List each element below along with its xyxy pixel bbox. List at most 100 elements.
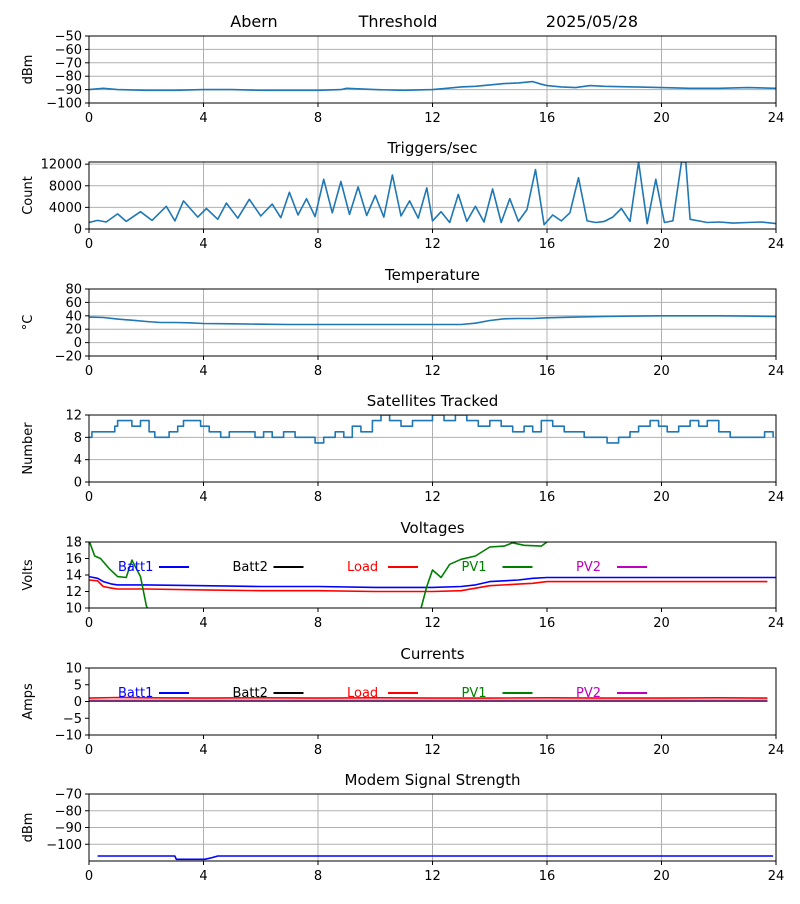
y-tick-label: 0 bbox=[74, 695, 82, 710]
y-tick-label: −60 bbox=[55, 43, 82, 58]
x-tick-label: 0 bbox=[85, 111, 93, 126]
legend-label: Batt2 bbox=[233, 560, 268, 575]
x-tick-label: 12 bbox=[424, 743, 441, 758]
x-tick-label: 12 bbox=[424, 869, 441, 884]
series-lines bbox=[89, 696, 768, 703]
y-axis-label: Count bbox=[21, 176, 36, 215]
y-tick-label: 16 bbox=[65, 552, 82, 567]
panel-title: Satellites Tracked bbox=[367, 392, 498, 410]
y-tick-label: 18 bbox=[65, 536, 82, 551]
x-tick-label: 8 bbox=[314, 111, 322, 126]
y-tick-label: 80 bbox=[65, 283, 82, 298]
series-line-rf bbox=[89, 80, 776, 92]
x-tick-label: 4 bbox=[199, 111, 207, 126]
report-date: 2025/05/28 bbox=[546, 12, 638, 31]
x-tick-label: 16 bbox=[539, 869, 556, 884]
series-lines bbox=[89, 314, 776, 326]
y-tick-label: 8 bbox=[74, 431, 82, 446]
x-tick-label: 0 bbox=[85, 616, 93, 631]
y-tick-label: 60 bbox=[65, 296, 82, 311]
x-tick-label: 24 bbox=[768, 616, 785, 631]
y-tick-label: −50 bbox=[55, 30, 82, 45]
series-lines bbox=[89, 80, 776, 92]
y-tick-label: 8000 bbox=[49, 179, 82, 194]
x-tick-label: 8 bbox=[314, 237, 322, 252]
x-tick-label: 12 bbox=[424, 111, 441, 126]
y-tick-label: −70 bbox=[55, 56, 82, 71]
y-tick-label: −20 bbox=[55, 350, 82, 365]
x-tick-label: 4 bbox=[199, 237, 207, 252]
legend-label: Batt1 bbox=[118, 686, 153, 701]
y-tick-label: 10 bbox=[65, 602, 82, 617]
legend-label: Batt2 bbox=[233, 686, 268, 701]
x-tick-label: 24 bbox=[768, 869, 785, 884]
x-tick-label: 16 bbox=[539, 364, 556, 379]
y-tick-label: 12000 bbox=[41, 158, 82, 173]
x-tick-label: 4 bbox=[199, 364, 207, 379]
y-tick-label: 4 bbox=[74, 453, 82, 468]
y-tick-label: 10 bbox=[65, 662, 82, 677]
y-axis-label: dBm bbox=[21, 813, 36, 843]
panel-title: Triggers/sec bbox=[387, 139, 478, 157]
x-tick-label: 8 bbox=[314, 869, 322, 884]
y-axis-label: Number bbox=[21, 422, 36, 475]
x-tick-label: 0 bbox=[85, 237, 93, 252]
x-tick-label: 8 bbox=[314, 743, 322, 758]
x-tick-label: 4 bbox=[199, 616, 207, 631]
x-tick-label: 4 bbox=[199, 490, 207, 505]
mode-label: Threshold bbox=[358, 12, 438, 31]
series-line-triggers bbox=[89, 162, 776, 226]
x-tick-label: 24 bbox=[768, 490, 785, 505]
triggers-panel: 0 4 8 12 16 20 24 0 4000 8000 12000 Triggers/sec Cou… bbox=[21, 139, 784, 252]
series-line-modem bbox=[97, 855, 774, 861]
x-tick-label: 24 bbox=[768, 364, 785, 379]
x-tick-label: 12 bbox=[424, 237, 441, 252]
x-tick-label: 8 bbox=[314, 490, 322, 505]
y-tick-label: −90 bbox=[55, 83, 82, 98]
series-line-load bbox=[89, 696, 768, 699]
satellites-panel: 0 4 8 12 16 20 24 0 4 8 12 Satellites Tracked Number bbox=[21, 392, 784, 505]
x-tick-label: 0 bbox=[85, 490, 93, 505]
x-tick-label: 12 bbox=[424, 490, 441, 505]
series-line-temperature bbox=[89, 314, 776, 326]
y-tick-label: 12 bbox=[65, 409, 82, 424]
legend-label: Load bbox=[347, 686, 378, 701]
x-tick-label: 20 bbox=[653, 616, 670, 631]
series-lines bbox=[89, 162, 776, 226]
series-lines bbox=[89, 415, 774, 444]
x-tick-label: 24 bbox=[768, 743, 785, 758]
x-tick-label: 0 bbox=[85, 743, 93, 758]
x-tick-label: 12 bbox=[424, 616, 441, 631]
y-tick-label: −70 bbox=[55, 788, 82, 803]
y-tick-label: −80 bbox=[55, 804, 82, 819]
x-tick-label: 20 bbox=[653, 490, 670, 505]
y-tick-label: −5 bbox=[63, 712, 82, 727]
panel-title: Modem Signal Strength bbox=[345, 771, 521, 789]
y-tick-label: −80 bbox=[55, 70, 82, 85]
x-tick-label: 16 bbox=[539, 237, 556, 252]
x-tick-label: 24 bbox=[768, 111, 785, 126]
y-tick-label: 0 bbox=[74, 223, 82, 238]
panel-title: Temperature bbox=[384, 266, 480, 284]
x-tick-label: 20 bbox=[653, 111, 670, 126]
x-tick-label: 0 bbox=[85, 364, 93, 379]
y-tick-label: 0 bbox=[74, 476, 82, 491]
currents-panel: Batt1 Batt2 Load PV1 PV2 0 4 8 12 16 20 24 −10 −5 0 510… bbox=[21, 645, 784, 758]
panel-title: Currents bbox=[400, 645, 464, 663]
x-tick-label: 20 bbox=[653, 743, 670, 758]
y-tick-label: 14 bbox=[65, 569, 82, 584]
x-tick-label: 4 bbox=[199, 869, 207, 884]
y-tick-label: 5 bbox=[74, 678, 82, 693]
legend-label: PV2 bbox=[576, 686, 601, 701]
x-tick-label: 16 bbox=[539, 616, 556, 631]
y-tick-label: −90 bbox=[55, 821, 82, 836]
series-line-batt1 bbox=[89, 575, 776, 589]
y-tick-label: −10 bbox=[55, 729, 82, 744]
station-name: Abern bbox=[230, 12, 277, 31]
series-lines bbox=[89, 542, 776, 608]
x-tick-label: 20 bbox=[653, 364, 670, 379]
legend-label: PV1 bbox=[462, 560, 487, 575]
series-line-load bbox=[89, 579, 768, 593]
